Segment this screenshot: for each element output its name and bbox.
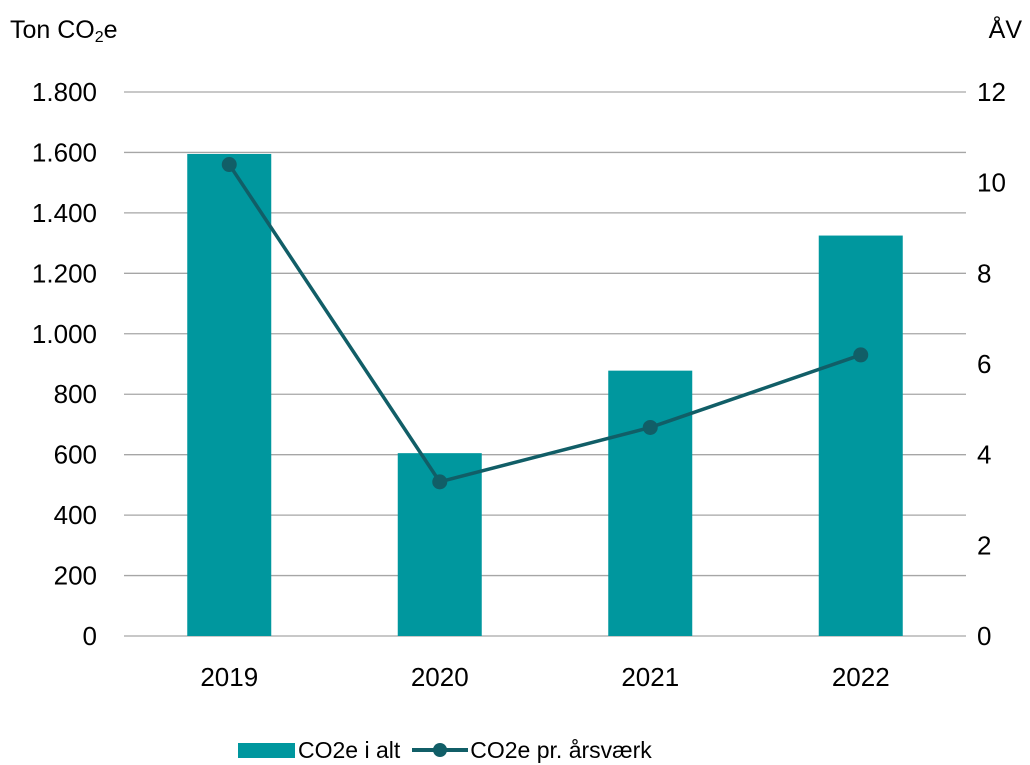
left-axis-label-tail: e <box>103 16 118 44</box>
left-axis-ticks: 0 200 400 600 800 1.000 1.200 1.400 1.600 1.800 <box>32 77 97 651</box>
line-point <box>432 474 448 490</box>
left-tick-label: 400 <box>54 500 97 530</box>
bar <box>187 153 272 636</box>
x-axis-ticks: 2019 2020 2021 2022 <box>200 662 889 692</box>
left-axis-label: Ton CO2e <box>10 18 118 46</box>
left-tick-label: 1.600 <box>32 137 97 167</box>
line-point <box>221 157 237 173</box>
left-tick-label: 0 <box>83 621 97 651</box>
left-axis-label-subscript: 2 <box>94 29 104 46</box>
legend-label-line: CO2e pr. årsværk <box>470 736 652 763</box>
bar <box>608 370 693 636</box>
x-tick-label: 2021 <box>621 662 679 692</box>
x-tick-label: 2019 <box>200 662 258 692</box>
left-tick-label: 200 <box>54 561 97 591</box>
legend-bar-swatch <box>238 742 295 758</box>
legend-item-line: CO2e pr. årsværk <box>410 737 652 764</box>
left-axis-label-base: Ton CO <box>10 16 95 44</box>
right-tick-label: 8 <box>977 258 991 288</box>
right-tick-label: 6 <box>977 349 991 379</box>
left-tick-label: 600 <box>54 440 97 470</box>
legend: CO2e i alt CO2e pr. årsværk <box>238 735 662 765</box>
right-tick-label: 12 <box>977 77 1006 107</box>
line-series <box>221 157 869 490</box>
left-tick-label: 1.800 <box>32 77 97 107</box>
line-point <box>853 347 869 363</box>
bar-series <box>187 153 903 637</box>
right-tick-label: 2 <box>977 530 991 560</box>
left-tick-label: 1.000 <box>32 319 97 349</box>
right-tick-label: 0 <box>977 621 991 651</box>
left-tick-label: 800 <box>54 379 97 409</box>
bar <box>818 235 903 637</box>
left-tick-label: 1.200 <box>32 258 97 288</box>
line-point <box>642 419 658 435</box>
left-tick-label: 1.400 <box>32 198 97 228</box>
legend-item-bars: CO2e i alt <box>238 737 400 764</box>
right-axis-label: ÅV <box>988 16 1022 44</box>
right-tick-label: 10 <box>977 168 1006 198</box>
right-tick-label: 4 <box>977 440 991 470</box>
x-tick-label: 2020 <box>411 662 469 692</box>
line-path <box>227 163 862 484</box>
legend-label-bars: CO2e i alt <box>298 736 401 763</box>
legend-line-marker <box>412 743 469 757</box>
right-axis-ticks: 0 2 4 6 8 10 12 <box>977 77 1006 651</box>
x-tick-label: 2022 <box>832 662 890 692</box>
